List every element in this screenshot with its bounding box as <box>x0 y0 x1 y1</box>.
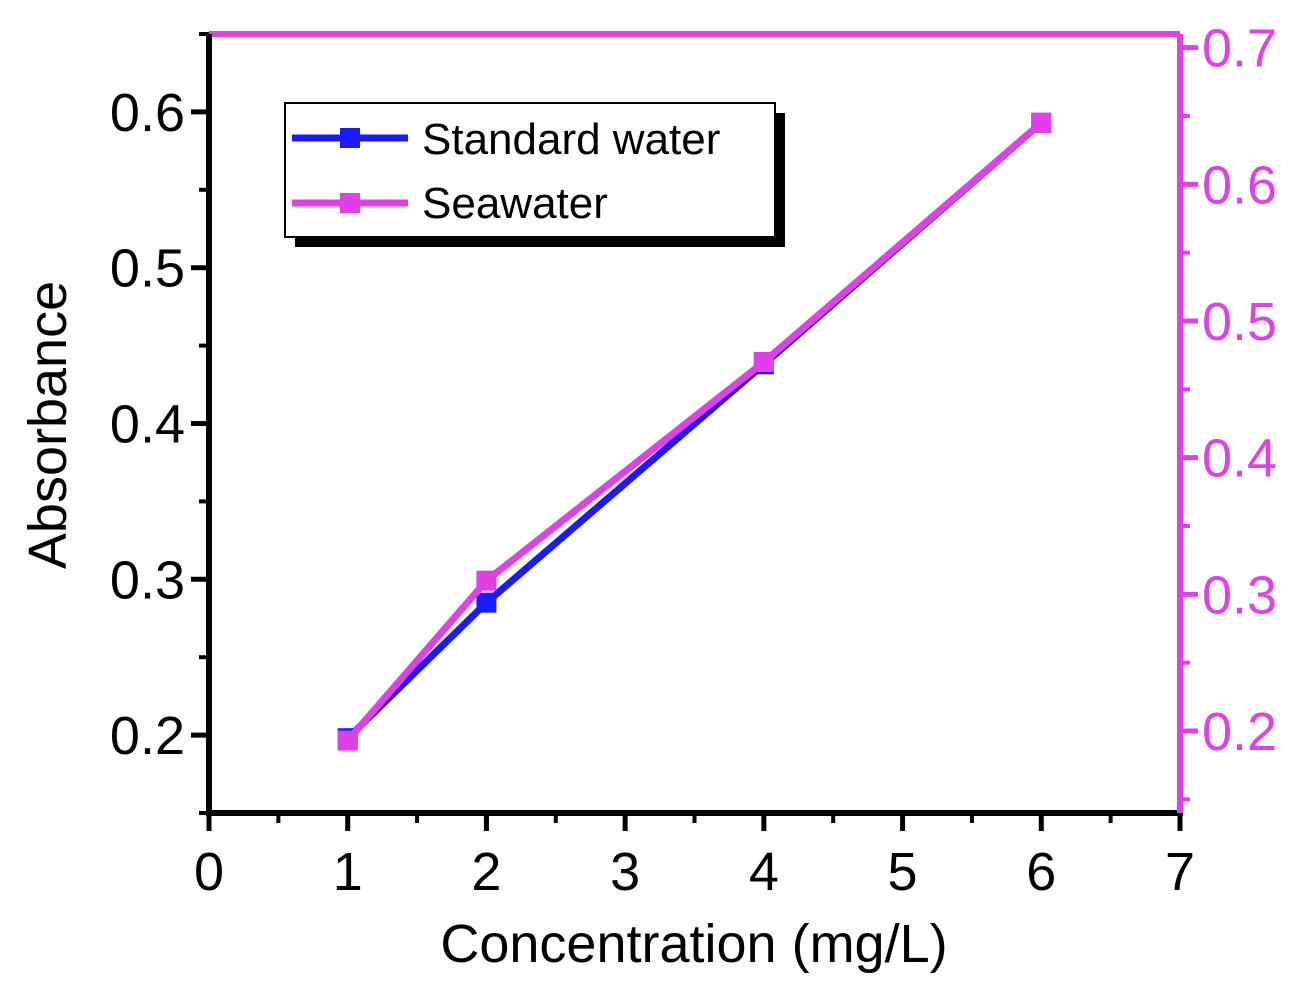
left-y-axis-ticks: 0.2 0.3 0.4 0.5 0.6 <box>110 32 209 815</box>
y-tick-label-0.4: 0.4 <box>110 395 185 455</box>
x-tick-label-2: 2 <box>471 842 501 902</box>
data-point-seawater <box>1031 112 1052 133</box>
data-point-standard-water <box>476 592 497 613</box>
series-line-seawater <box>345 120 1044 743</box>
data-point-seawater <box>753 352 774 372</box>
legend-marker-seawater <box>340 193 360 213</box>
legend-label-seawater: Seawater <box>422 179 608 228</box>
y2-tick-label-0.4: 0.4 <box>1202 429 1277 489</box>
y2-tick-label-0.2: 0.2 <box>1202 702 1277 762</box>
x-tick-label-1: 1 <box>333 842 363 902</box>
y-tick-label-0.3: 0.3 <box>110 550 185 610</box>
data-point-seawater <box>476 570 497 591</box>
y2-tick-label-0.5: 0.5 <box>1202 292 1277 352</box>
x-axis-title: Concentration (mg/L) <box>440 914 947 974</box>
x-tick-label-0: 0 <box>194 842 224 902</box>
y-tick-label-0.2: 0.2 <box>110 706 185 766</box>
y2-tick-label-0.7: 0.7 <box>1202 19 1277 79</box>
legend-label-standard-water: Standard water <box>422 115 720 164</box>
y2-tick-label-0.3: 0.3 <box>1202 565 1277 625</box>
x-tick-label-4: 4 <box>749 842 779 902</box>
data-point-seawater <box>337 730 358 751</box>
x-tick-label-7: 7 <box>1165 842 1195 902</box>
x-tick-label-6: 6 <box>1026 842 1056 902</box>
x-axis-ticks: 0 1 2 3 4 5 6 7 <box>194 813 1195 902</box>
series-layer <box>337 112 1052 751</box>
legend-box <box>284 102 776 238</box>
y2-tick-label-0.6: 0.6 <box>1202 155 1277 215</box>
y-tick-label-0.6: 0.6 <box>110 83 185 143</box>
right-y-axis-ticks: 0.2 0.3 0.4 0.5 0.6 0.7 <box>1180 19 1277 802</box>
x-tick-label-3: 3 <box>610 842 640 902</box>
x-tick-label-5: 5 <box>888 842 918 902</box>
y-axis-title: Absorbance <box>18 281 78 569</box>
legend-marker-standard-water <box>340 128 360 148</box>
y-tick-label-0.5: 0.5 <box>110 239 185 299</box>
legend: Standard water Seawater <box>284 102 785 247</box>
